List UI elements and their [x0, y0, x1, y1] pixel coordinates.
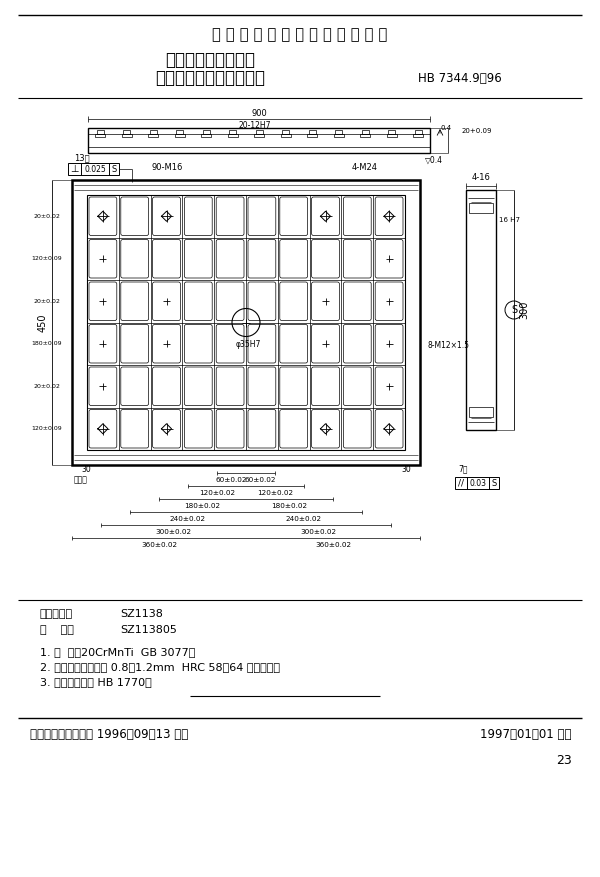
Bar [334, 133, 343, 137]
Text: 30: 30 [401, 465, 411, 474]
Text: 300±0.02: 300±0.02 [155, 529, 191, 535]
Bar [121, 133, 131, 137]
Text: 120±0.02: 120±0.02 [257, 490, 293, 496]
Bar [455, 477, 499, 489]
Bar [256, 130, 263, 133]
Bar [282, 130, 289, 133]
Text: 中型槽定位长方型基础板: 中型槽定位长方型基础板 [155, 69, 265, 87]
Text: 120±0.02: 120±0.02 [199, 490, 235, 496]
Bar [229, 130, 236, 133]
Text: 标    记：: 标 记： [40, 625, 74, 635]
Text: 2. 热处理：渗碳深度 0.8～1.2mm  HRC 58～64 人工时效。: 2. 热处理：渗碳深度 0.8～1.2mm HRC 58～64 人工时效。 [40, 662, 280, 672]
Bar [95, 133, 105, 137]
Bar [469, 407, 493, 417]
Text: φ35H7: φ35H7 [235, 340, 260, 349]
Text: 120±0.09: 120±0.09 [32, 256, 62, 261]
Bar [254, 133, 264, 137]
Text: 4-M24: 4-M24 [352, 163, 378, 173]
Bar [123, 130, 130, 133]
Bar [466, 190, 496, 430]
Text: 20±0.02: 20±0.02 [34, 214, 61, 218]
Bar [307, 133, 317, 137]
Bar [68, 163, 119, 175]
Text: 7槽: 7槽 [458, 465, 467, 474]
Text: SZ1138: SZ1138 [120, 609, 163, 619]
Text: 360±0.02: 360±0.02 [141, 542, 177, 548]
Bar [415, 130, 421, 133]
Text: 分类代号：: 分类代号： [40, 609, 73, 619]
Text: 300: 300 [519, 301, 529, 319]
Text: S: S [511, 305, 517, 315]
Text: 中 华 人 民 共 和 国 航 空 工 业 标 准: 中 华 人 民 共 和 国 航 空 工 业 标 准 [212, 27, 388, 42]
Text: 240±0.02: 240±0.02 [170, 516, 206, 522]
Text: 240±0.02: 240±0.02 [286, 516, 322, 522]
Bar [148, 133, 158, 137]
Bar [175, 133, 185, 137]
Text: SZ113805: SZ113805 [120, 625, 177, 635]
Text: 180±0.09: 180±0.09 [32, 341, 62, 346]
Text: 8-M12×1.5: 8-M12×1.5 [428, 341, 470, 350]
Text: 中国航空工业总公司 1996－09－13 发布: 中国航空工业总公司 1996－09－13 发布 [30, 728, 188, 740]
Text: 13槽: 13槽 [74, 153, 89, 162]
Bar [469, 203, 493, 213]
Text: 20+0.09: 20+0.09 [462, 128, 493, 134]
Bar [201, 133, 211, 137]
Text: HB 7344.9－96: HB 7344.9－96 [418, 72, 502, 84]
Text: 450: 450 [38, 313, 48, 332]
Bar [149, 130, 157, 133]
Text: ▽0.4: ▽0.4 [425, 155, 443, 165]
Text: 30: 30 [81, 465, 91, 474]
Text: 23: 23 [556, 753, 572, 766]
Text: 120±0.09: 120±0.09 [32, 426, 62, 431]
Text: 60±0.02: 60±0.02 [216, 477, 247, 483]
Bar [360, 133, 370, 137]
Text: 60±0.02: 60±0.02 [245, 477, 276, 483]
Bar [281, 133, 290, 137]
Bar [87, 195, 405, 450]
Bar [388, 130, 395, 133]
Bar [97, 130, 104, 133]
Text: 20±0.02: 20±0.02 [34, 299, 61, 303]
Text: 0.025: 0.025 [84, 165, 106, 174]
Text: 1997－01－01 实施: 1997－01－01 实施 [481, 728, 572, 740]
Text: 300±0.02: 300±0.02 [301, 529, 337, 535]
Text: 16 H7: 16 H7 [499, 217, 520, 223]
Bar [227, 133, 238, 137]
Text: 4-16: 4-16 [472, 174, 490, 182]
Text: S: S [112, 165, 116, 174]
Text: 180±0.02: 180±0.02 [184, 503, 221, 509]
Text: 900: 900 [251, 110, 267, 118]
Text: 20-12H7: 20-12H7 [239, 120, 271, 130]
Text: S: S [491, 479, 497, 488]
Text: 20±0.02: 20±0.02 [34, 384, 61, 389]
Bar [72, 180, 420, 465]
Bar [386, 133, 397, 137]
Text: 极见处: 极见处 [74, 475, 88, 484]
Text: 数控机床用夹具元件: 数控机床用夹具元件 [165, 51, 255, 69]
Text: 1. 材  料：20CrMnTi  GB 3077。: 1. 材 料：20CrMnTi GB 3077。 [40, 647, 196, 657]
Bar [203, 130, 209, 133]
Text: ⊥: ⊥ [70, 164, 79, 174]
Text: 3. 技术条件：按 HB 1770。: 3. 技术条件：按 HB 1770。 [40, 677, 152, 687]
Bar [176, 130, 183, 133]
Text: 90-M16: 90-M16 [151, 163, 182, 173]
Text: 180±0.02: 180±0.02 [271, 503, 308, 509]
Text: 0.03: 0.03 [470, 479, 487, 488]
Bar [308, 130, 316, 133]
Bar [361, 130, 368, 133]
Bar [335, 130, 342, 133]
Text: 0.4: 0.4 [440, 125, 452, 131]
Bar [413, 133, 423, 137]
Text: 360±0.02: 360±0.02 [315, 542, 351, 548]
Text: //: // [458, 479, 464, 488]
Bar [88, 128, 430, 153]
